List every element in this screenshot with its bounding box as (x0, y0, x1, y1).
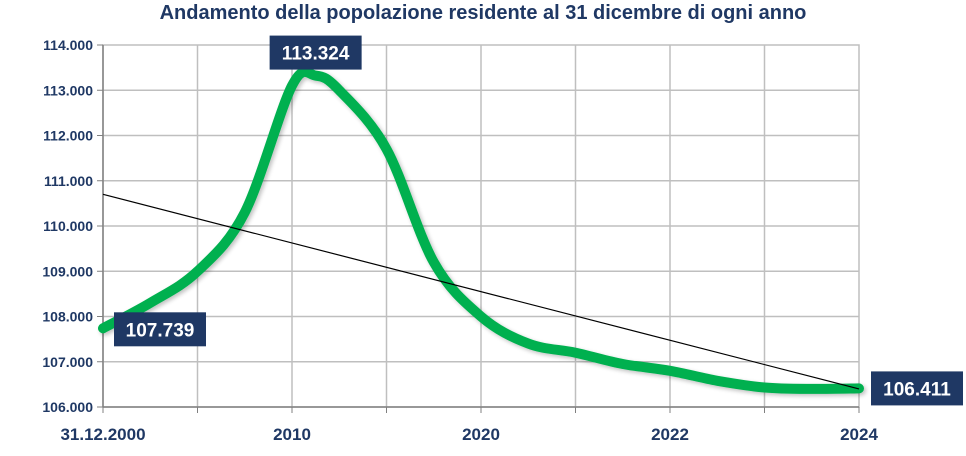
data-label: 107.739 (114, 312, 206, 347)
y-tick-label: 113.000 (43, 82, 93, 98)
gridlines (102, 44, 860, 408)
y-tick-label: 109.000 (42, 263, 93, 279)
data-label: 106.411 (871, 371, 963, 406)
y-tick-label: 112.000 (43, 128, 93, 144)
y-tick-label: 107.000 (42, 354, 93, 370)
y-tick-label: 110.000 (43, 218, 93, 234)
series-line (98, 66, 864, 394)
chart-title: Andamento della popolazione residente al… (159, 2, 807, 24)
data-labels: 107.739 113.324 106.411 (114, 35, 963, 406)
data-label-text: 107.739 (126, 320, 195, 341)
data-label-text: 113.324 (282, 44, 350, 65)
y-tick-label: 106.000 (42, 399, 93, 415)
axes: 106.000 107.000 108.000 109.000 110.000 111.0… (42, 37, 878, 444)
data-label-box (269, 35, 362, 70)
trendline (102, 193, 860, 390)
y-tick-label: 108.000 (42, 309, 93, 325)
y-tick-label: 114.000 (43, 37, 93, 53)
data-label: 113.324 (269, 35, 362, 70)
series-layer (98, 66, 864, 394)
x-tick-label: 2010 (273, 425, 311, 444)
data-label-text: 106.411 (883, 379, 951, 400)
data-label-box (114, 312, 206, 347)
y-tick-label: 111.000 (44, 173, 93, 189)
x-tick-label: 2024 (840, 425, 878, 444)
x-tick-label: 2020 (462, 425, 500, 444)
x-tick-label: 2022 (651, 425, 689, 444)
x-tick-label: 31.12.2000 (60, 425, 145, 444)
data-label-box (871, 371, 963, 406)
